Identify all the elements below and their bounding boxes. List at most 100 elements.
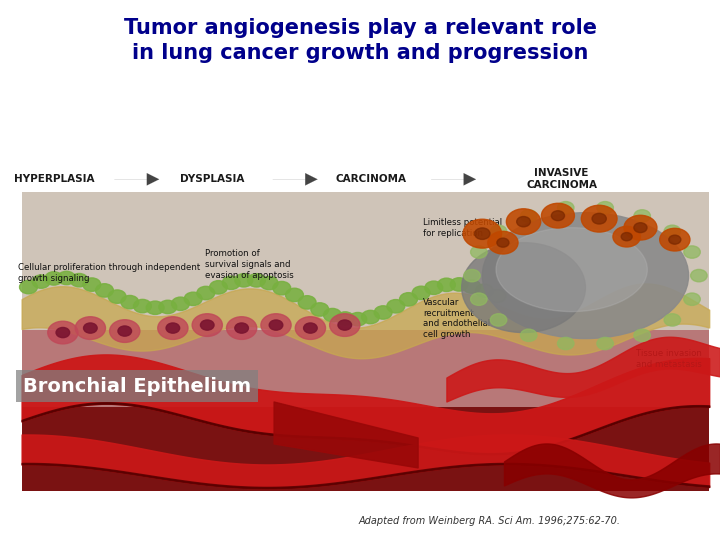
Text: Vascular
recruitment
and endothelial
cell growth: Vascular recruitment and endothelial cel…	[423, 298, 490, 339]
Circle shape	[260, 276, 278, 290]
Circle shape	[338, 320, 351, 330]
Circle shape	[487, 231, 518, 254]
Circle shape	[84, 323, 97, 333]
Circle shape	[295, 317, 325, 340]
Circle shape	[597, 338, 613, 350]
Circle shape	[521, 329, 537, 341]
Circle shape	[634, 329, 650, 341]
Circle shape	[541, 203, 575, 228]
Circle shape	[400, 293, 418, 306]
Circle shape	[311, 303, 329, 316]
Circle shape	[506, 209, 541, 234]
Circle shape	[517, 217, 531, 227]
Bar	[22, 408, 709, 491]
Circle shape	[592, 213, 606, 224]
Circle shape	[171, 297, 189, 310]
Circle shape	[490, 225, 507, 238]
Circle shape	[261, 314, 291, 336]
Circle shape	[425, 281, 443, 294]
Circle shape	[121, 295, 139, 309]
Circle shape	[690, 269, 707, 282]
Circle shape	[108, 290, 126, 303]
Circle shape	[118, 326, 132, 336]
Circle shape	[684, 293, 701, 306]
Circle shape	[552, 211, 564, 221]
Circle shape	[71, 273, 88, 287]
Circle shape	[200, 320, 214, 330]
Circle shape	[438, 278, 456, 292]
Circle shape	[374, 306, 392, 319]
Circle shape	[222, 276, 240, 289]
Circle shape	[96, 284, 114, 297]
Circle shape	[361, 310, 379, 324]
Text: CARCINOMA: CARCINOMA	[336, 174, 406, 184]
Circle shape	[184, 292, 202, 306]
Circle shape	[497, 238, 509, 247]
Circle shape	[235, 323, 248, 333]
Text: Limitless potential
for replication: Limitless potential for replication	[423, 218, 503, 238]
Text: Cellular proliferation through independent
growth signaling: Cellular proliferation through independe…	[18, 263, 200, 282]
Circle shape	[660, 228, 690, 251]
Circle shape	[349, 313, 366, 326]
Circle shape	[323, 308, 341, 322]
Ellipse shape	[496, 228, 647, 312]
Circle shape	[488, 289, 506, 303]
Circle shape	[83, 278, 101, 291]
Circle shape	[669, 235, 681, 244]
Circle shape	[490, 314, 507, 326]
Circle shape	[664, 225, 680, 238]
Circle shape	[58, 271, 76, 285]
Circle shape	[664, 314, 680, 326]
Circle shape	[158, 317, 188, 340]
Circle shape	[634, 222, 647, 233]
Circle shape	[48, 321, 78, 344]
Circle shape	[159, 300, 176, 314]
Circle shape	[304, 323, 318, 333]
Circle shape	[557, 338, 574, 350]
Circle shape	[273, 281, 291, 295]
Text: Promotion of
survival signals and
evasion of apoptosis: Promotion of survival signals and evasio…	[205, 249, 294, 280]
Circle shape	[597, 201, 613, 214]
Circle shape	[192, 314, 222, 336]
Circle shape	[684, 246, 701, 258]
Circle shape	[581, 205, 617, 232]
Circle shape	[471, 246, 487, 258]
Circle shape	[521, 210, 537, 222]
Circle shape	[463, 280, 481, 293]
Circle shape	[248, 274, 266, 287]
Circle shape	[45, 272, 63, 285]
Circle shape	[298, 296, 316, 309]
Circle shape	[330, 314, 360, 336]
Ellipse shape	[482, 213, 688, 339]
Circle shape	[450, 278, 468, 291]
Circle shape	[227, 317, 257, 340]
Circle shape	[412, 286, 430, 300]
Circle shape	[166, 323, 180, 333]
Circle shape	[475, 284, 493, 298]
Bar	[22, 192, 709, 348]
Text: DYSPLASIA: DYSPLASIA	[180, 174, 245, 184]
Circle shape	[463, 219, 502, 248]
Text: INVASIVE
CARCINOMA: INVASIVE CARCINOMA	[526, 168, 597, 190]
Circle shape	[75, 317, 106, 340]
Text: Bronchial Epithelium: Bronchial Epithelium	[23, 376, 251, 396]
Circle shape	[146, 301, 164, 314]
Text: HYPERPLASIA: HYPERPLASIA	[14, 174, 94, 184]
Circle shape	[336, 312, 354, 325]
Circle shape	[19, 280, 37, 294]
Circle shape	[210, 281, 228, 294]
Circle shape	[56, 327, 70, 338]
Circle shape	[624, 215, 657, 240]
Circle shape	[634, 210, 650, 222]
Circle shape	[474, 228, 490, 239]
Circle shape	[621, 233, 632, 241]
Circle shape	[133, 299, 151, 313]
Circle shape	[197, 286, 215, 300]
Circle shape	[464, 269, 480, 282]
Text: Adapted from Weinberg RA. Sci Am. 1996;275:62-70.: Adapted from Weinberg RA. Sci Am. 1996;2…	[359, 516, 621, 526]
Circle shape	[387, 300, 405, 313]
Ellipse shape	[462, 242, 585, 333]
Circle shape	[471, 293, 487, 306]
Circle shape	[235, 274, 253, 287]
Circle shape	[32, 275, 50, 288]
